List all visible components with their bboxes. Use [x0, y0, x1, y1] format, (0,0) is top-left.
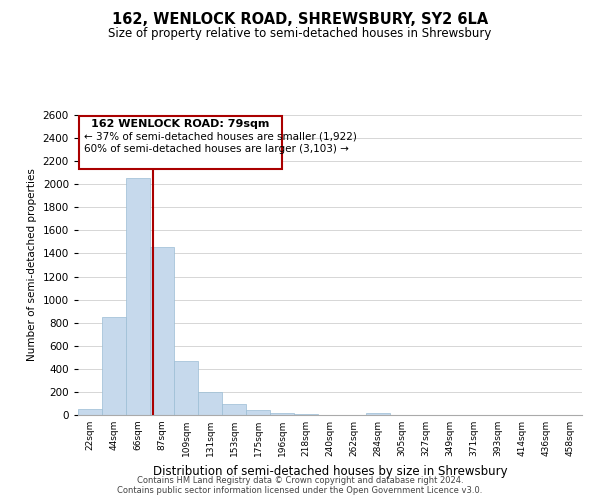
- Bar: [126, 178, 150, 415]
- Text: ← 37% of semi-detached houses are smaller (1,922): ← 37% of semi-detached houses are smalle…: [84, 131, 357, 141]
- Text: 162 WENLOCK ROAD: 79sqm: 162 WENLOCK ROAD: 79sqm: [91, 119, 270, 129]
- Bar: [270, 412, 294, 415]
- Text: Size of property relative to semi-detached houses in Shrewsbury: Size of property relative to semi-detach…: [109, 28, 491, 40]
- Bar: [78, 409, 102, 415]
- Bar: [198, 392, 222, 415]
- Text: 162, WENLOCK ROAD, SHREWSBURY, SY2 6LA: 162, WENLOCK ROAD, SHREWSBURY, SY2 6LA: [112, 12, 488, 28]
- Bar: [294, 414, 318, 415]
- Text: 60% of semi-detached houses are larger (3,103) →: 60% of semi-detached houses are larger (…: [84, 144, 349, 154]
- Text: Contains public sector information licensed under the Open Government Licence v3: Contains public sector information licen…: [118, 486, 482, 495]
- Bar: [102, 317, 126, 415]
- X-axis label: Distribution of semi-detached houses by size in Shrewsbury: Distribution of semi-detached houses by …: [152, 464, 508, 477]
- Bar: [222, 404, 246, 415]
- Bar: [174, 361, 198, 415]
- Bar: [150, 246, 174, 415]
- Text: Contains HM Land Registry data © Crown copyright and database right 2024.: Contains HM Land Registry data © Crown c…: [137, 476, 463, 485]
- Y-axis label: Number of semi-detached properties: Number of semi-detached properties: [27, 168, 37, 362]
- Bar: [246, 410, 270, 415]
- Bar: [366, 414, 390, 415]
- FancyBboxPatch shape: [79, 116, 282, 169]
